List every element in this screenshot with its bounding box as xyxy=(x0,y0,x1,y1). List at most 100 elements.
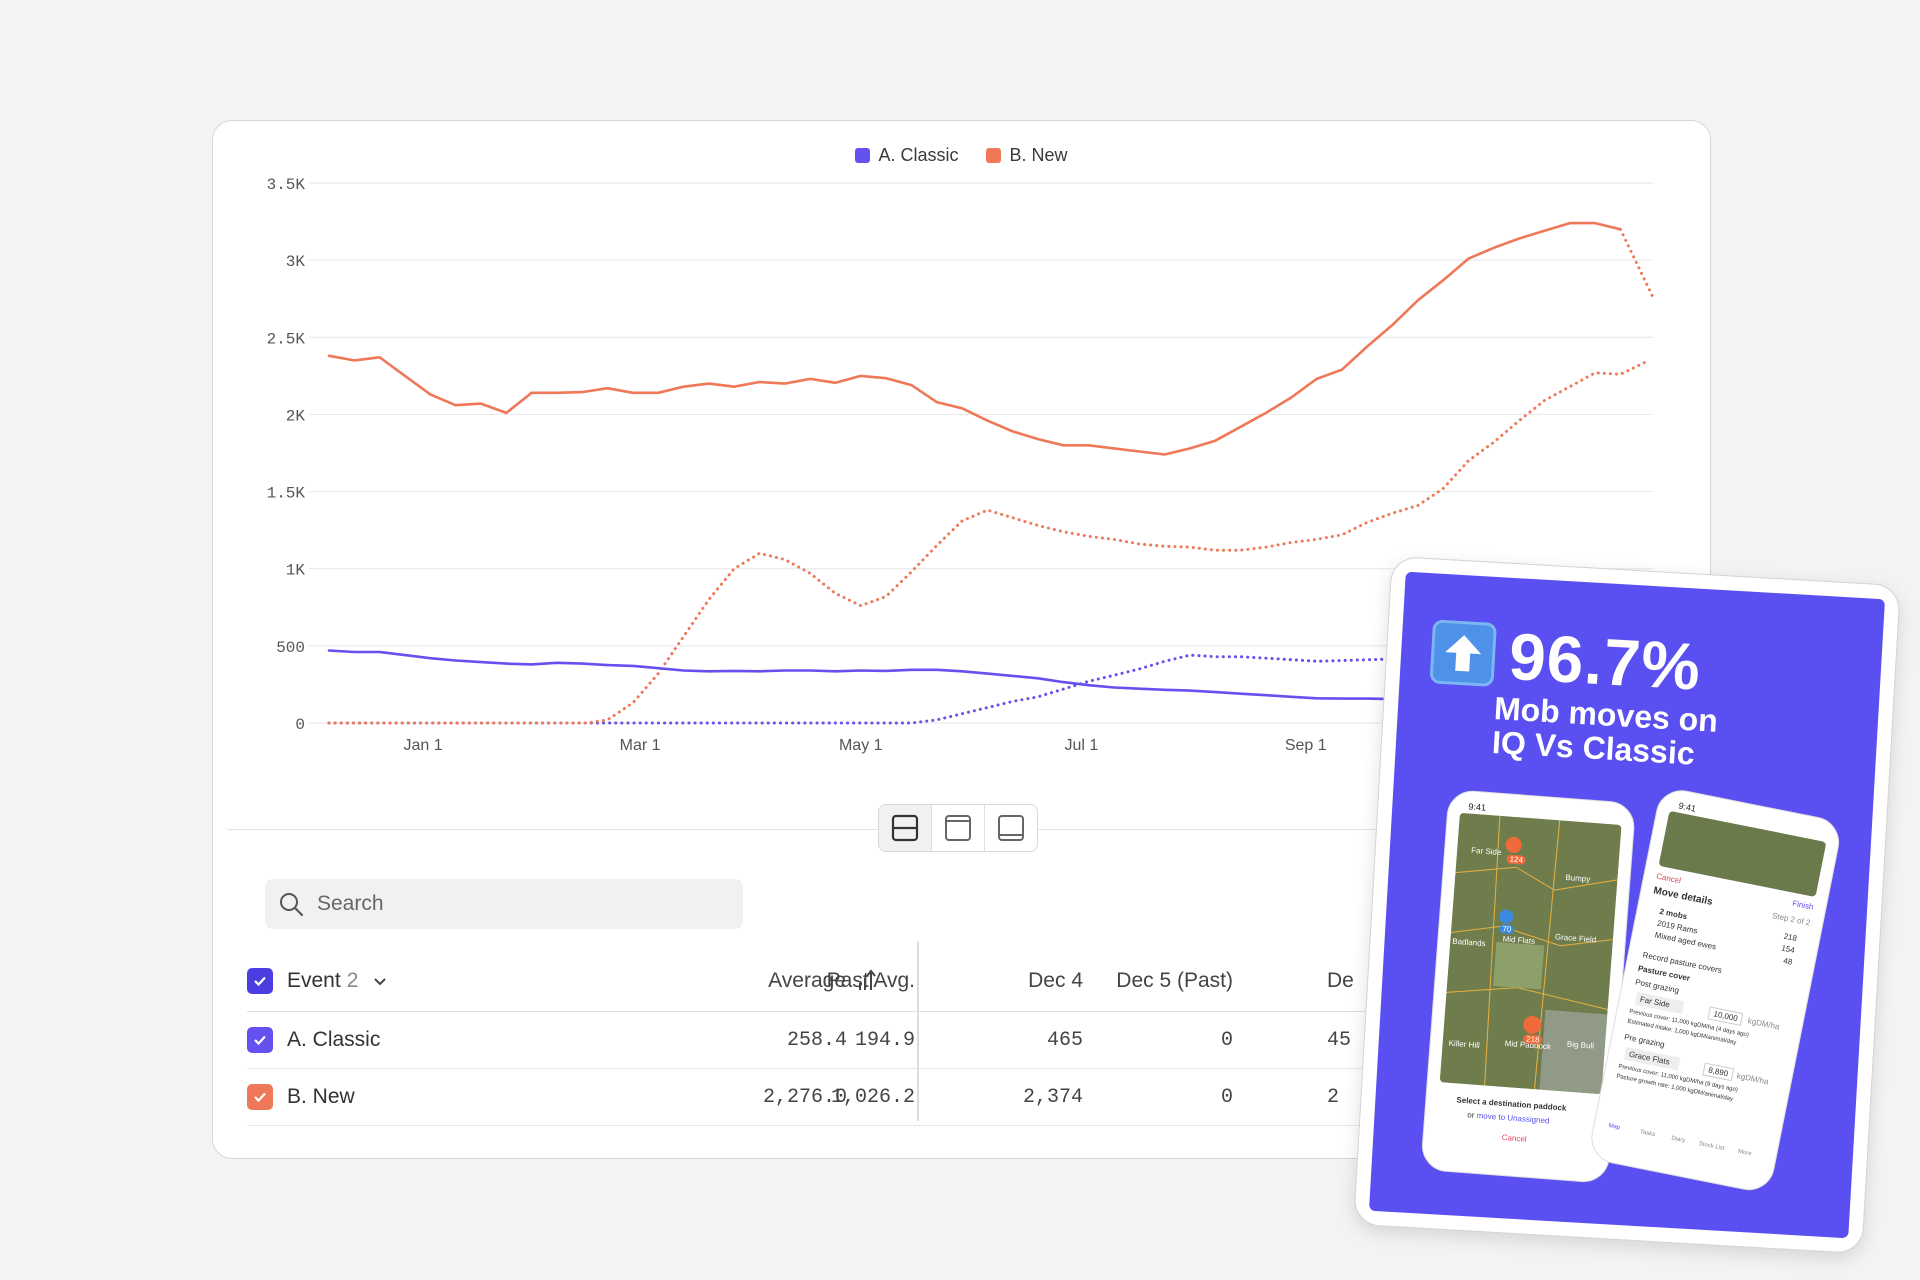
x-tick-label: Mar 1 xyxy=(620,737,661,754)
x-tick-label: Jan 1 xyxy=(403,737,442,754)
search-box xyxy=(265,879,743,929)
event-header-label: Event xyxy=(287,969,341,992)
cell-dec4: 2,374 xyxy=(1022,1085,1083,1109)
promo-tablet: 96.7% Mob moves on IQ Vs Classic 9:41 xyxy=(1353,555,1901,1255)
y-tick-label: 1.5K xyxy=(267,485,306,503)
unassigned-link[interactable]: move to Unassigned xyxy=(1476,1110,1550,1126)
map-label: Big Bull xyxy=(1566,1039,1595,1051)
promo-screen: 96.7% Mob moves on IQ Vs Classic 9:41 xyxy=(1368,571,1886,1239)
table-row[interactable]: B. New 2,276.0 1,026.2 2,374 0 2 xyxy=(247,1069,1707,1126)
y-tick-label: 2K xyxy=(286,407,306,425)
legend-label-new: B. New xyxy=(1009,145,1068,165)
phone-time: 9:41 xyxy=(1677,800,1697,814)
y-tick-label: 0 xyxy=(295,716,305,734)
finish-button[interactable]: Finish xyxy=(1791,898,1815,912)
legend-item-new[interactable]: B. New xyxy=(986,145,1068,166)
up-arrow-icon xyxy=(1429,619,1498,687)
average-header-label: Average xyxy=(768,969,846,992)
mobs-total: 218 xyxy=(1782,931,1798,944)
legend-item-classic[interactable]: A. Classic xyxy=(855,145,958,166)
map-paddocks xyxy=(1439,812,1622,1095)
cell-next: 45 xyxy=(1327,1028,1352,1052)
legend-swatch-new xyxy=(986,148,1002,163)
map-badge: 218 xyxy=(1522,1034,1543,1045)
table-view-icon xyxy=(998,815,1024,841)
post-unit: kgDM/ha xyxy=(1747,1016,1781,1032)
mob-count: 154 xyxy=(1780,943,1796,955)
legend-swatch-classic xyxy=(855,148,871,163)
chart-legend: A. Classic B. New xyxy=(213,145,1710,166)
search-icon xyxy=(280,893,304,917)
tab-diary[interactable]: Diary xyxy=(1670,1135,1686,1145)
series-line-a-classic xyxy=(327,649,1420,701)
y-tick-label: 3.5K xyxy=(267,176,306,194)
promo-headline: 96.7% Mob moves on IQ Vs Classic xyxy=(1425,613,1863,782)
x-tick-label: Jul 1 xyxy=(1065,737,1099,754)
step-indicator: Step 2 of 2 xyxy=(1771,911,1812,928)
y-tick-label: 500 xyxy=(276,639,305,657)
dec4-column-header[interactable]: Dec 4 xyxy=(1028,969,1083,992)
cell-past-avg: 194.9 xyxy=(854,1028,915,1052)
chart-view-button[interactable] xyxy=(932,805,985,851)
pre-unit: kgDM/ha xyxy=(1736,1071,1770,1087)
cell-dec5: 0 xyxy=(1220,1085,1233,1109)
series-line-b-new-partial xyxy=(1618,227,1655,299)
row-checkbox-classic[interactable] xyxy=(247,1012,273,1068)
cell-next: 2 xyxy=(1327,1085,1340,1109)
map-badge: 124 xyxy=(1506,854,1527,865)
checkbox-box xyxy=(247,1027,273,1053)
next-column-header[interactable]: De xyxy=(1327,969,1354,992)
tab-tasks[interactable]: Tasks xyxy=(1639,1129,1656,1139)
row-checkbox-new[interactable] xyxy=(247,1069,273,1125)
y-tick-label: 2.5K xyxy=(267,330,306,348)
cell-average: 258.4 xyxy=(786,1028,847,1052)
view-toggle xyxy=(878,804,1038,852)
check-icon xyxy=(254,1092,266,1103)
split-view-button[interactable] xyxy=(879,805,932,851)
check-icon xyxy=(254,976,266,987)
cancel-link[interactable]: Cancel xyxy=(1655,871,1682,886)
check-icon xyxy=(254,1035,266,1046)
legend-label-classic: A. Classic xyxy=(878,145,959,165)
tab-more[interactable]: More xyxy=(1737,1148,1753,1158)
series-line-b-new xyxy=(327,221,1622,456)
average-column-header[interactable]: Average xyxy=(487,951,882,1011)
chart-view-icon xyxy=(945,815,971,841)
y-tick-label: 3K xyxy=(286,253,306,271)
row-label: A. Classic xyxy=(287,1028,381,1051)
x-tick-label: Sep 1 xyxy=(1285,737,1327,754)
data-table: Event 2 Average Past Avg. Dec 4 Dec 5 (P… xyxy=(247,951,1707,1126)
phone-map: 9:41 Far Side Bumpy Grace Fiel xyxy=(1420,788,1637,1184)
tab-stock-list[interactable]: Stock List xyxy=(1698,1141,1725,1153)
table-row[interactable]: A. Classic 258.4 194.9 465 0 45 xyxy=(247,1012,1707,1069)
event-column-header[interactable]: Event 2 xyxy=(287,951,388,1011)
table-view-button[interactable] xyxy=(985,805,1037,851)
phone-time: 9:41 xyxy=(1468,801,1487,813)
y-tick-label: 1K xyxy=(286,562,306,580)
cancel-button[interactable]: Cancel xyxy=(1501,1132,1527,1144)
map-label: Bumpy xyxy=(1565,872,1591,884)
tab-map[interactable]: Map xyxy=(1607,1123,1621,1132)
cell-past-avg: 1,026.2 xyxy=(830,1085,915,1109)
pre-value-input[interactable]: 8,890 xyxy=(1702,1062,1735,1082)
series-line-a-classic-past xyxy=(327,653,1420,725)
search-input[interactable] xyxy=(315,891,699,917)
table-column-separator xyxy=(917,941,919,1121)
mob-name: Mixed aged ewes xyxy=(1654,930,1717,952)
select-all-checkbox[interactable] xyxy=(247,951,273,1011)
post-value-input[interactable]: 10,000 xyxy=(1707,1006,1744,1027)
row-label: B. New xyxy=(287,1085,355,1108)
mob-count: 48 xyxy=(1782,956,1794,967)
x-tick-label: May 1 xyxy=(839,737,883,754)
dec5-column-header[interactable]: Dec 5 (Past) xyxy=(1116,969,1233,992)
link-prefix: or xyxy=(1467,1110,1475,1120)
sort-ascending-icon[interactable] xyxy=(856,968,882,994)
chevron-down-icon[interactable] xyxy=(372,973,388,989)
past-avg-column-header[interactable]: Past Avg. xyxy=(826,969,915,992)
split-view-icon xyxy=(891,814,919,842)
unassigned-link-row[interactable]: or move to Unassigned xyxy=(1467,1110,1550,1125)
event-count: 2 xyxy=(346,969,359,992)
paddock-map[interactable]: Far Side Bumpy Grace Field Mid Flats Bad… xyxy=(1439,812,1622,1095)
checkbox-box xyxy=(247,1084,273,1110)
series-line-b-new-past xyxy=(327,360,1648,725)
